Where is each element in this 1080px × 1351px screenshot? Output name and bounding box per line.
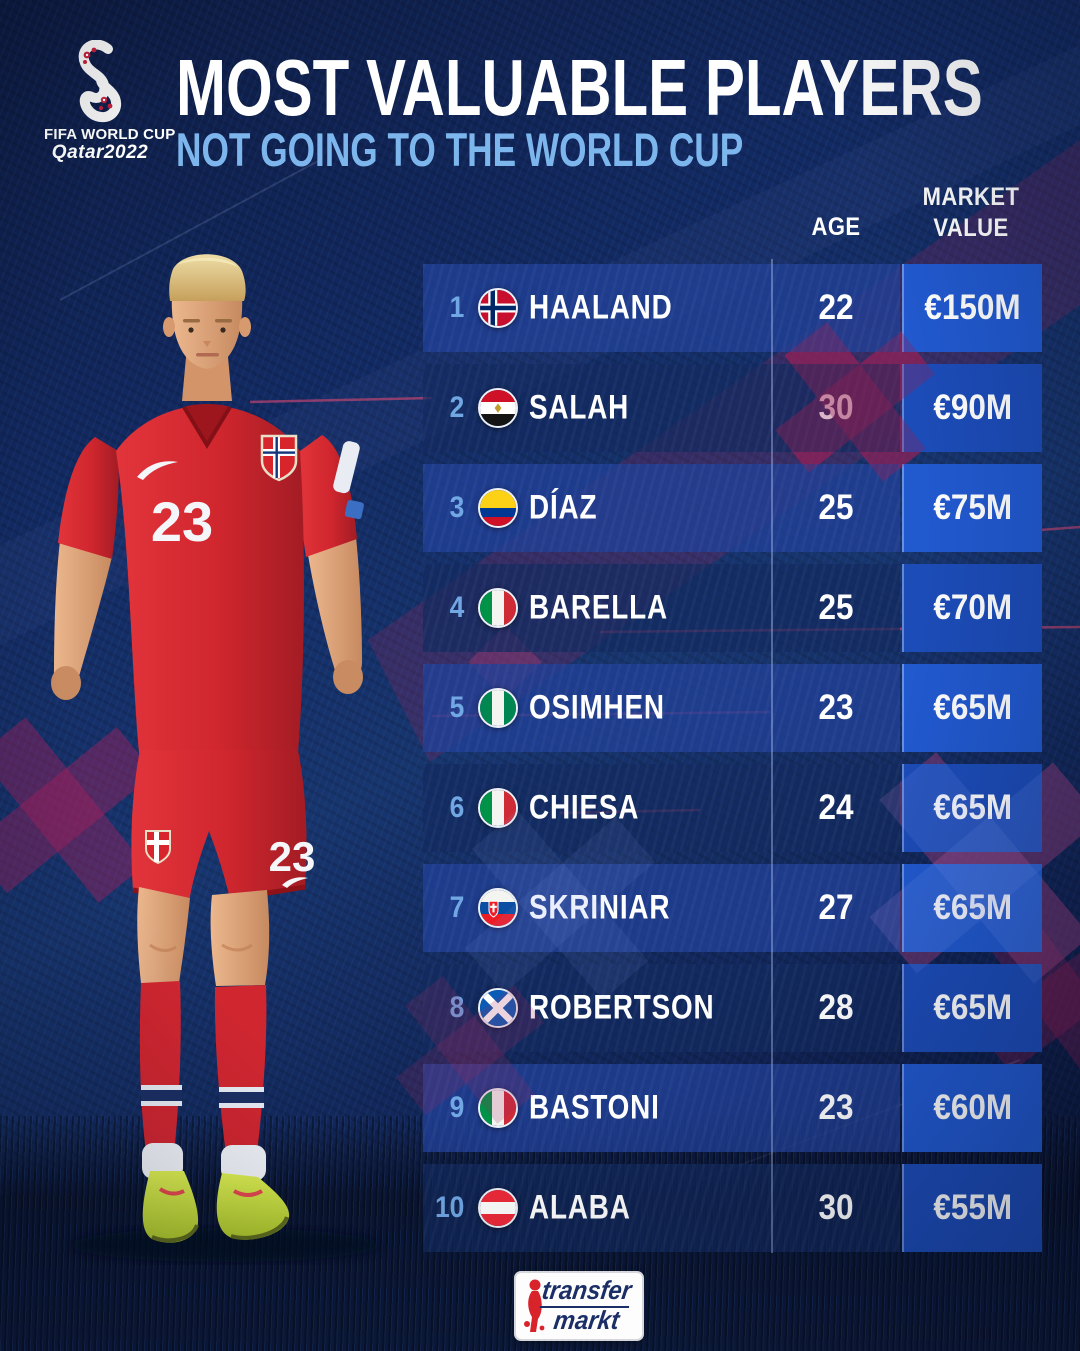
market-value-cell: €65M bbox=[902, 964, 1042, 1052]
market-value-cell: €60M bbox=[902, 1064, 1042, 1152]
chest-number: 23 bbox=[151, 490, 213, 553]
market-value-text: €70M bbox=[933, 588, 1013, 627]
player-name: ALABA bbox=[529, 1188, 631, 1227]
table-row: 5 OSIMHEN 23 €65M bbox=[423, 664, 1042, 752]
rank-label: 6 bbox=[449, 791, 465, 824]
market-value-text: €65M bbox=[933, 788, 1013, 827]
table-row: 4 BARELLA 25 €70M bbox=[423, 564, 1042, 652]
uefa-patch bbox=[344, 500, 364, 520]
age-value: 27 bbox=[818, 888, 854, 927]
transfermarkt-logo: transfer markt bbox=[516, 1273, 642, 1339]
market-value-text: €75M bbox=[933, 488, 1013, 527]
rank-label: 4 bbox=[449, 591, 465, 624]
flag-scotland-icon bbox=[478, 988, 518, 1028]
market-value-cell: €150M bbox=[902, 264, 1042, 352]
player-name: CHIESA bbox=[529, 788, 640, 827]
age-value: 30 bbox=[818, 388, 854, 427]
age-value: 25 bbox=[818, 488, 854, 527]
fifa-world-cup-logo: FIFA WORLD CUP Qatar2022 bbox=[44, 40, 176, 172]
flag-italy-icon bbox=[478, 588, 518, 628]
page-subtitle: NOT GOING TO THE WORLD CUP bbox=[176, 123, 744, 176]
player-name: DÍAZ bbox=[529, 488, 598, 527]
fifa-wordmark: FIFA WORLD CUP bbox=[44, 126, 176, 143]
market-value-text: €150M bbox=[924, 288, 1022, 327]
column-header-age: AGE bbox=[811, 213, 861, 241]
shorts-number: 23 bbox=[269, 833, 316, 880]
flag-austria-icon bbox=[478, 1188, 518, 1228]
qatar2022-wordmark: Qatar2022 bbox=[51, 142, 149, 163]
sock-hoops bbox=[141, 1085, 264, 1108]
player-name: BASTONI bbox=[529, 1088, 660, 1127]
shorts-crest bbox=[145, 830, 171, 865]
rank-label: 10 bbox=[434, 1191, 465, 1224]
market-value-cell: €55M bbox=[902, 1164, 1042, 1252]
flag-italy-icon bbox=[478, 1088, 518, 1128]
rank-label: 7 bbox=[449, 891, 465, 924]
table-row: 8 ROBERTSON 28 €65M bbox=[423, 964, 1042, 1052]
age-value: 22 bbox=[818, 288, 854, 327]
brand-word-transfer: transfer bbox=[539, 1275, 634, 1308]
flag-colombia-icon bbox=[478, 488, 518, 528]
market-value-cell: €65M bbox=[902, 764, 1042, 852]
nike-swoosh bbox=[137, 461, 178, 480]
age-value: 23 bbox=[818, 1088, 854, 1127]
page-title: MOST VALUABLE PLAYERS bbox=[176, 43, 983, 132]
column-divider-line bbox=[771, 259, 773, 1253]
market-value-text: €65M bbox=[933, 688, 1013, 727]
age-value: 25 bbox=[818, 588, 854, 627]
age-value: 28 bbox=[818, 988, 854, 1027]
market-value-cell: €65M bbox=[902, 864, 1042, 952]
rank-label: 9 bbox=[449, 1091, 465, 1124]
rank-label: 3 bbox=[449, 491, 465, 524]
table-row: 10 ALABA 30 €55M bbox=[423, 1164, 1042, 1252]
rank-label: 2 bbox=[449, 391, 465, 424]
flag-slovakia-icon bbox=[478, 888, 518, 928]
sleeve-patch bbox=[333, 441, 360, 494]
player-name: SALAH bbox=[529, 388, 630, 427]
rank-label: 8 bbox=[449, 991, 465, 1024]
market-value-text: €55M bbox=[933, 1188, 1013, 1227]
table-row: 3 DÍAZ 25 €75M bbox=[423, 464, 1042, 552]
player-name: HAALAND bbox=[529, 288, 673, 327]
market-value-cell: €70M bbox=[902, 564, 1042, 652]
player-name: BARELLA bbox=[529, 588, 668, 627]
table-row: 1 HAALAND 22 €150M bbox=[423, 264, 1042, 352]
row-background bbox=[423, 564, 900, 652]
table-row: 6 CHIESA 24 €65M bbox=[423, 764, 1042, 852]
rank-label: 1 bbox=[449, 291, 465, 324]
flag-italy-icon bbox=[478, 788, 518, 828]
market-value-text: €90M bbox=[933, 388, 1013, 427]
table-row: 9 BASTONI 23 €60M bbox=[423, 1064, 1042, 1152]
norway-crest bbox=[260, 434, 298, 482]
shorts bbox=[131, 750, 307, 901]
qatar2022-emblem-icon bbox=[78, 40, 122, 123]
hair bbox=[169, 254, 246, 301]
table-row: 7 SKRINIAR 27 €65M bbox=[423, 864, 1042, 952]
rank-label: 5 bbox=[449, 691, 465, 724]
brand-word-markt: markt bbox=[551, 1305, 622, 1335]
player-name: OSIMHEN bbox=[529, 688, 665, 727]
market-value-text: €65M bbox=[933, 888, 1013, 927]
player-name: ROBERTSON bbox=[529, 988, 715, 1027]
age-value: 24 bbox=[818, 788, 854, 827]
market-value-cell: €90M bbox=[902, 364, 1042, 452]
flag-egypt-icon bbox=[478, 388, 518, 428]
flag-norway-icon bbox=[478, 288, 518, 328]
flag-nigeria-icon bbox=[478, 688, 518, 728]
column-header-market-value: MARKET VALUE bbox=[922, 183, 1020, 242]
market-value-text: €60M bbox=[933, 1088, 1013, 1127]
market-value-cell: €65M bbox=[902, 664, 1042, 752]
market-value-text: €65M bbox=[933, 988, 1013, 1027]
table-row: 2 SALAH 30 €90M bbox=[423, 364, 1042, 452]
age-value: 30 bbox=[818, 1188, 854, 1227]
age-value: 23 bbox=[818, 688, 854, 727]
market-value-cell: €75M bbox=[902, 464, 1042, 552]
player-name: SKRINIAR bbox=[529, 888, 671, 927]
